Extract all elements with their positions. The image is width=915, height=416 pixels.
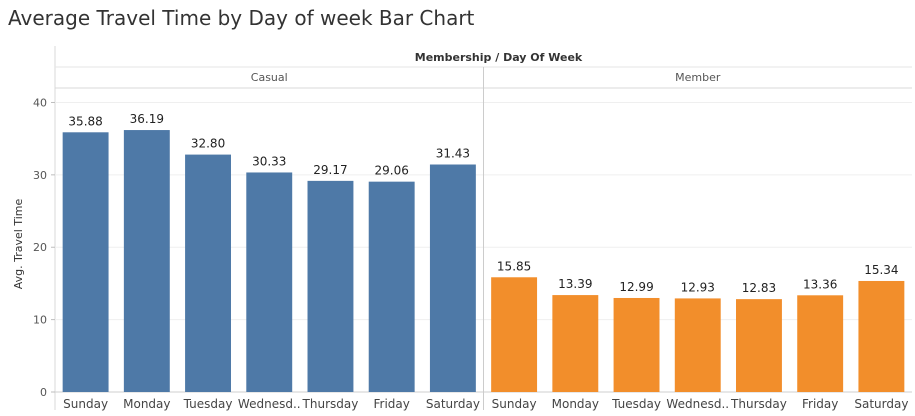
bar-member-6 xyxy=(858,280,905,392)
data-label: 29.17 xyxy=(313,163,347,177)
bar-member-5 xyxy=(797,295,844,392)
data-label: 12.93 xyxy=(681,280,715,294)
bar-casual-0 xyxy=(62,132,109,392)
bar-member-1 xyxy=(552,295,599,392)
data-label: 12.83 xyxy=(742,281,776,295)
x-category-label: Sunday xyxy=(63,397,108,411)
data-label: 13.39 xyxy=(558,277,592,291)
bar-casual-3 xyxy=(246,172,293,392)
group-header-member: Member xyxy=(675,71,721,84)
data-label: 32.80 xyxy=(191,137,225,151)
bar-casual-1 xyxy=(123,130,170,392)
bar-member-4 xyxy=(736,299,782,392)
x-category-label: Friday xyxy=(373,397,409,411)
bar-casual-4 xyxy=(307,180,354,392)
x-category-label: Wednesd.. xyxy=(238,397,301,411)
column-header: Membership / Day Of Week xyxy=(415,51,583,64)
data-label: 15.85 xyxy=(497,259,531,273)
data-label: 31.43 xyxy=(436,147,470,161)
data-label: 29.06 xyxy=(374,164,408,178)
bar-member-3 xyxy=(674,298,721,392)
bar-member-2 xyxy=(613,297,660,392)
group-header-casual: Casual xyxy=(251,71,288,84)
x-category-label: Saturday xyxy=(426,397,480,411)
x-category-label: Monday xyxy=(123,397,170,411)
y-tick-label: 10 xyxy=(33,314,47,327)
y-tick-label: 20 xyxy=(33,241,47,254)
data-label: 35.88 xyxy=(68,114,102,128)
y-tick-label: 0 xyxy=(40,386,47,399)
x-category-label: Tuesday xyxy=(183,397,233,411)
chart-title: Average Travel Time by Day of week Bar C… xyxy=(8,6,475,30)
x-category-label: Thursday xyxy=(302,397,359,411)
x-category-label: Tuesday xyxy=(611,397,661,411)
bar-casual-5 xyxy=(368,181,415,392)
x-category-label: Saturday xyxy=(854,397,908,411)
bar-casual-2 xyxy=(185,154,231,392)
x-category-label: Sunday xyxy=(492,397,537,411)
data-label: 15.34 xyxy=(864,263,898,277)
x-category-label: Monday xyxy=(552,397,599,411)
data-label: 30.33 xyxy=(252,154,286,168)
bar-casual-6 xyxy=(429,164,476,392)
data-label: 12.99 xyxy=(619,280,653,294)
bar-member-0 xyxy=(491,277,538,392)
data-label: 36.19 xyxy=(130,112,164,126)
y-tick-label: 30 xyxy=(33,169,47,182)
y-tick-label: 40 xyxy=(33,96,47,109)
data-label: 13.36 xyxy=(803,277,837,291)
y-axis-label: Avg. Travel Time xyxy=(12,199,25,290)
x-category-label: Friday xyxy=(802,397,838,411)
x-category-label: Wednesd.. xyxy=(666,397,729,411)
x-category-label: Thursday xyxy=(730,397,787,411)
